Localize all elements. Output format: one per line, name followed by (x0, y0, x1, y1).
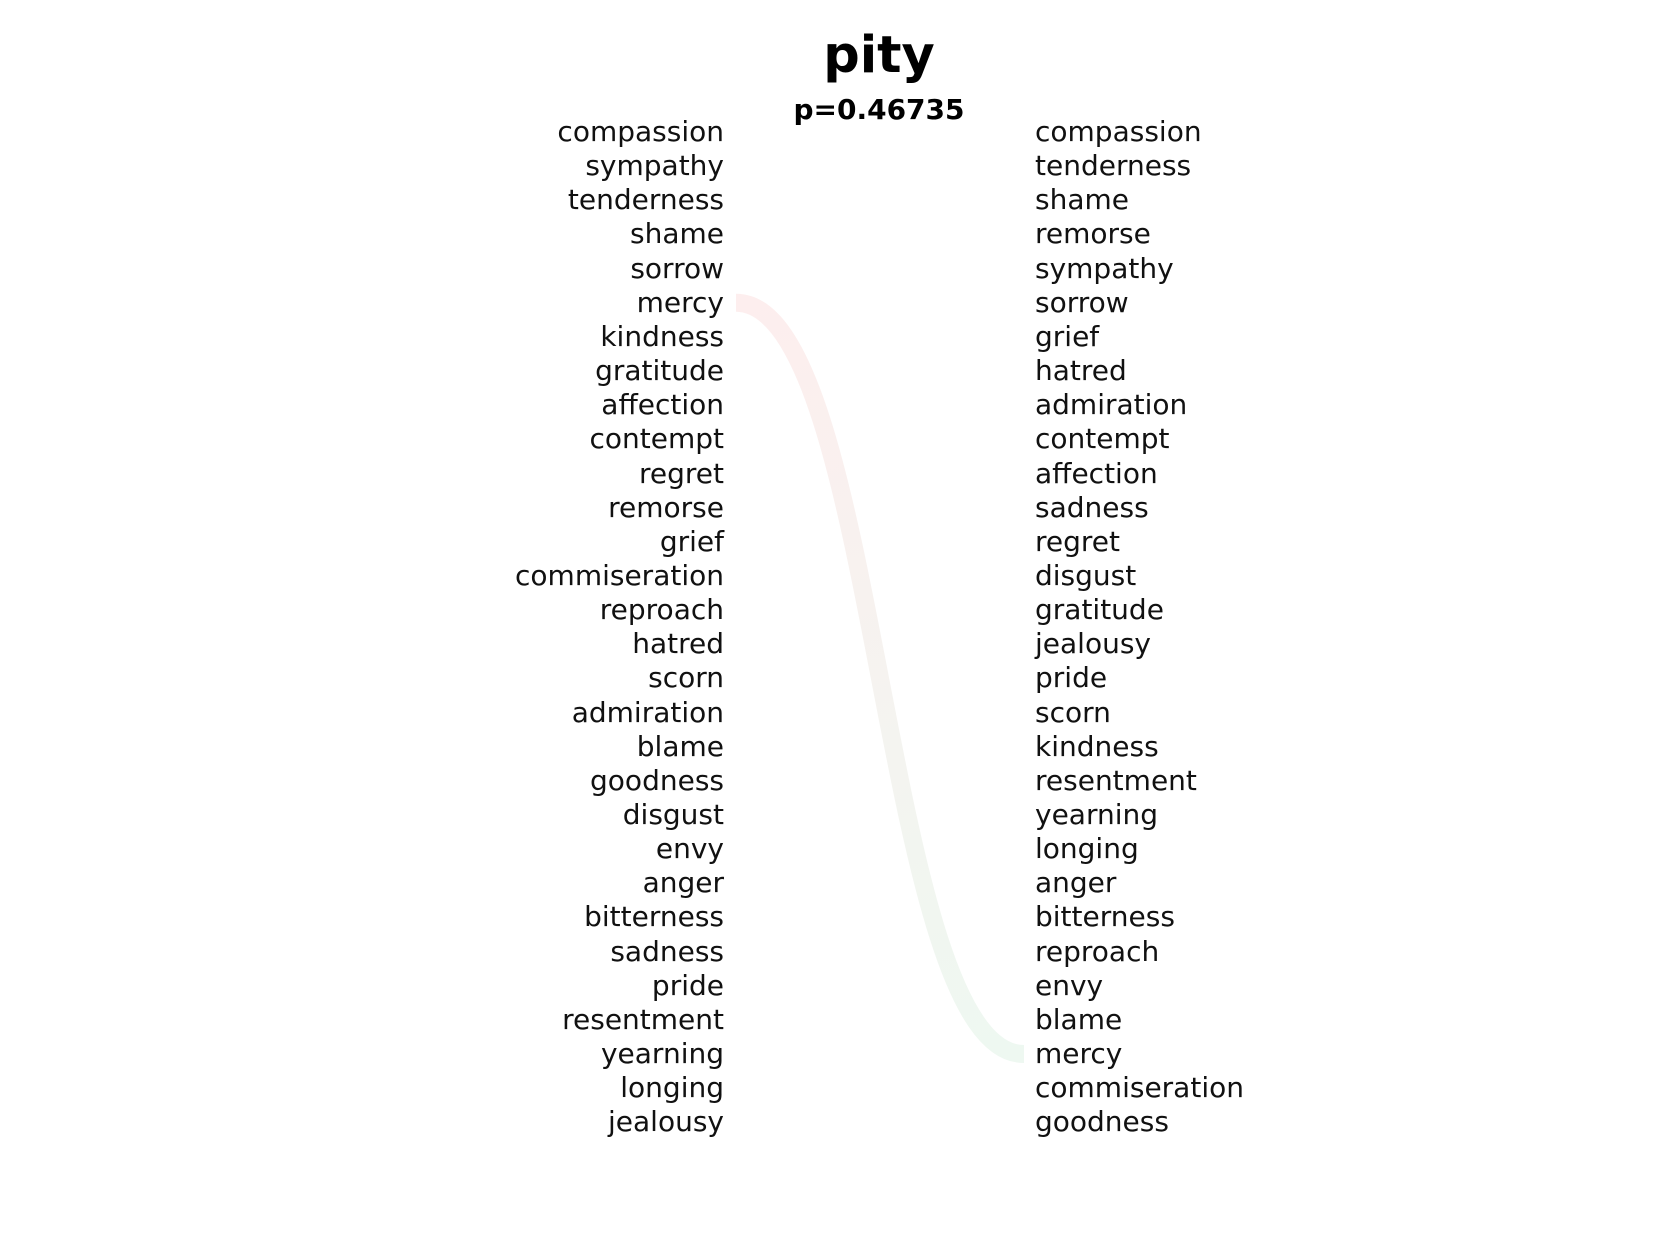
left-word-23: anger (642, 866, 724, 900)
left-word-10: contempt (589, 422, 724, 456)
left-word-28: yearning (600, 1037, 724, 1071)
left-word-12: remorse (608, 490, 724, 524)
right-word-7: grief (1035, 319, 1100, 353)
left-word-17: scorn (648, 661, 724, 695)
left-word-27: resentment (562, 1002, 724, 1036)
left-word-18: admiration (571, 695, 724, 729)
right-word-23: anger (1035, 866, 1117, 900)
left-word-7: kindness (600, 319, 724, 353)
left-word-29: longing (620, 1071, 724, 1105)
right-word-18: scorn (1035, 695, 1111, 729)
left-word-25: sadness (610, 934, 724, 968)
right-word-10: contempt (1035, 422, 1170, 456)
right-word-29: commiseration (1035, 1071, 1244, 1105)
left-word-22: envy (655, 832, 724, 866)
right-word-16: jealousy (1035, 627, 1151, 661)
right-word-17: pride (1035, 661, 1108, 695)
left-word-16: hatred (632, 627, 724, 661)
left-word-19: blame (636, 729, 724, 763)
chart-title: pity (823, 26, 935, 85)
rank-link-mercy (734, 293, 1026, 1064)
left-word-14: commiseration (515, 558, 724, 592)
left-word-15: reproach (599, 593, 724, 627)
left-word-30: jealousy (608, 1105, 724, 1139)
right-word-11: affection (1035, 456, 1158, 490)
right-word-15: gratitude (1035, 593, 1164, 627)
right-word-13: regret (1035, 524, 1120, 558)
right-word-9: admiration (1035, 388, 1188, 422)
left-word-6: mercy (636, 285, 724, 319)
right-word-2: tenderness (1035, 149, 1192, 183)
left-word-26: pride (651, 968, 724, 1002)
left-word-5: sorrow (630, 251, 724, 285)
left-word-3: tenderness (567, 183, 724, 217)
left-word-2: sympathy (585, 149, 724, 183)
left-word-11: regret (639, 456, 724, 490)
right-word-14: disgust (1035, 558, 1137, 592)
rank-links (734, 293, 1026, 1064)
left-word-1: compassion (557, 115, 724, 148)
right-word-6: sorrow (1035, 285, 1129, 319)
right-word-19: kindness (1035, 729, 1159, 763)
left-word-21: disgust (622, 798, 724, 831)
left-word-8: gratitude (595, 354, 724, 388)
left-word-9: affection (601, 388, 724, 422)
right-word-12: sadness (1035, 490, 1149, 524)
right-word-20: resentment (1035, 763, 1197, 797)
right-word-5: sympathy (1035, 251, 1174, 285)
right-word-4: remorse (1035, 217, 1151, 251)
right-word-25: reproach (1035, 934, 1160, 968)
right-word-26: envy (1035, 968, 1104, 1002)
left-word-13: grief (659, 524, 724, 558)
right-word-21: yearning (1035, 798, 1159, 831)
right-word-1: compassion (1035, 115, 1202, 148)
right-word-27: blame (1035, 1002, 1123, 1036)
right-word-8: hatred (1035, 354, 1127, 388)
left-word-4: shame (630, 217, 724, 251)
left-word-20: goodness (590, 763, 724, 797)
right-word-28: mercy (1035, 1037, 1123, 1071)
right-word-30: goodness (1035, 1105, 1169, 1139)
right-word-22: longing (1035, 832, 1139, 866)
left-word-24: bitterness (584, 900, 724, 934)
right-word-24: bitterness (1035, 900, 1175, 934)
chart-subtitle: p=0.46735 (793, 93, 965, 126)
right-word-3: shame (1035, 183, 1129, 217)
